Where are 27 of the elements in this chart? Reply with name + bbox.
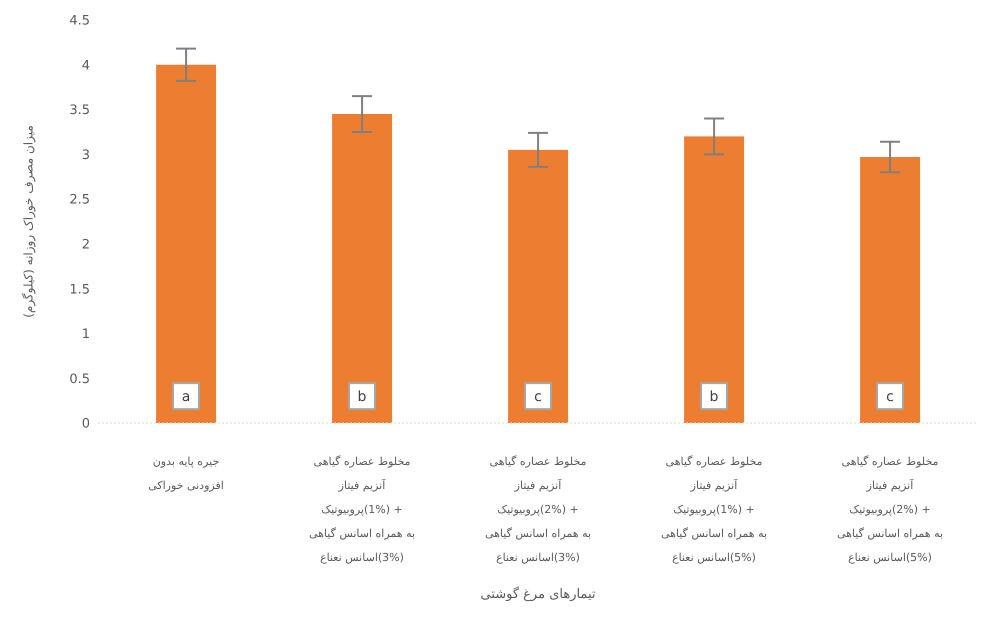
y-tick-label: 2.5: [69, 192, 90, 208]
bar: [860, 157, 920, 423]
annotation: b: [710, 389, 719, 406]
y-tick-label: 0: [82, 416, 90, 432]
y-tick-label: 1: [82, 327, 90, 342]
y-tick-label: 2: [82, 238, 90, 253]
annotation: b: [358, 389, 367, 406]
bar: [508, 150, 568, 423]
y-tick-label: 3.5: [69, 103, 90, 118]
bar: [156, 64, 216, 423]
y-tick-label: 3: [82, 148, 90, 163]
y-axis-title: میزان مصرف خوراک روزانه (کیلوگرم): [21, 125, 36, 318]
y-tick-label: 4: [82, 58, 90, 74]
y-tick-label: 4.5: [69, 14, 90, 29]
annotation: c: [886, 389, 894, 406]
x-tick-label: مخلوط عصاره گیاهی آنزیم فیتاز + (1%)پروبیوتیک به همراه اسانس گیاهی (3%)اسانس نعناع: [308, 455, 416, 564]
annotation: a: [182, 389, 190, 406]
x-tick-label: مخلوط عصاره گیاهی آنزیم فیتاز + (2%)پروبیوتیک به همراه اسانس گیاهی (3%)اسانس نعناع: [484, 455, 592, 564]
x-tick-label: مخلوط عصاره گیاهی آنزیم فیتاز + (2%)پروبیوتیک به همراه اسانس گیاهی (5%)اسانس نعناع: [836, 455, 944, 564]
x-tick-label: جیره پایه بدون افزودنی خوراکی: [148, 455, 224, 492]
bar: [684, 136, 744, 423]
bar: [332, 114, 392, 423]
annotation: c: [534, 389, 542, 406]
x-tick-label: مخلوط عصاره گیاهی آنزیم فیتاز + (1%)پروبیوتیک به همراه اسانس گیاهی (5%)اسانس نعناع: [660, 455, 768, 564]
y-tick-label: 1.5: [69, 282, 90, 298]
y-tick-label: 0.5: [69, 372, 90, 387]
x-axis-title: تیمارهای مرغ گوشتی: [480, 586, 596, 602]
